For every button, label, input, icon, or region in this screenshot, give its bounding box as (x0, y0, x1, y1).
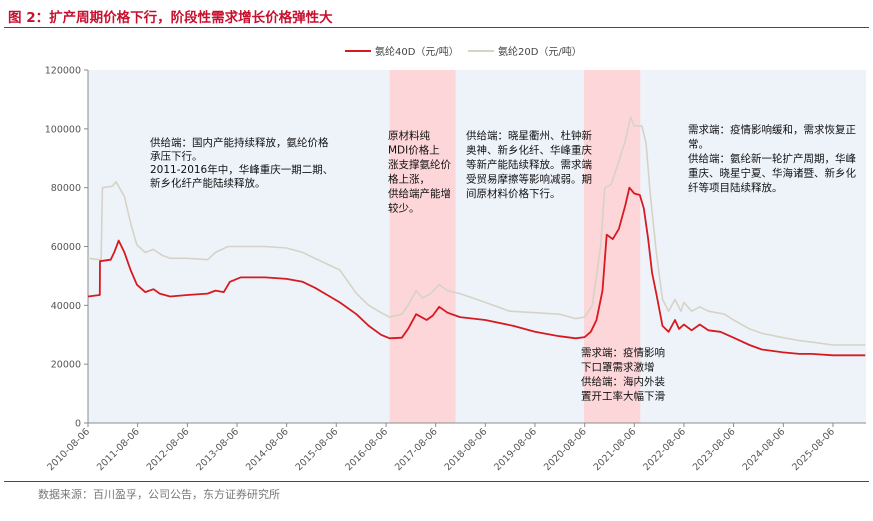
y-tick-label: 120000 (45, 66, 81, 77)
series-line-pa20d (87, 116, 866, 346)
x-tick-label: 2024-08-06 (741, 426, 788, 473)
annotation-p5-line: 纤等项目陆续释放。 (688, 181, 783, 194)
x-tick-label: 2014-08-06 (244, 426, 291, 473)
shaded-period-3 (455, 70, 585, 423)
x-tick-label: 2016-08-06 (343, 426, 390, 473)
y-tick-label: 0 (75, 419, 81, 430)
x-tick-label: 2021-08-06 (592, 426, 639, 473)
annotation-p5-line: 供给端：氨纶新一轮扩产周期，华峰 (688, 152, 856, 165)
x-tick-label: 2023-08-06 (691, 426, 738, 473)
annotation-p3-line: 等新产能陆续释放。需求端 (466, 158, 592, 171)
annotation-p2-line: 供给端产能增 (388, 187, 451, 200)
shaded-period-5 (640, 70, 866, 423)
legend-pa20d-label: 氨纶20D（元/吨） (498, 45, 582, 58)
x-tick-label: 2012-08-06 (145, 426, 192, 473)
annotation-p3-line: 间原材料价格下行。 (466, 187, 561, 200)
series-line-pa40d (87, 186, 866, 357)
x-tick-label: 2019-08-06 (492, 426, 539, 473)
y-tick-label: 40000 (51, 301, 81, 312)
annotation-p4-line: 供给端：海内外装 (581, 375, 665, 388)
x-tick-label: 2025-08-06 (790, 426, 837, 473)
y-tick-label: 80000 (51, 183, 81, 194)
annotation-p2-line: 涨支撑氨纶价 (388, 158, 451, 171)
x-tick-label: 2010-08-06 (45, 426, 92, 473)
annotation-p2-line: 格上涨， (388, 173, 430, 186)
annotation-p1-line: 新乡化纤产能陆续释放。 (150, 177, 266, 190)
shaded-period-4 (584, 70, 641, 423)
x-tick-label: 2015-08-06 (294, 426, 341, 473)
y-tick-label: 100000 (45, 124, 81, 135)
x-tick-label: 2020-08-06 (542, 426, 589, 473)
shaded-period-2 (389, 70, 456, 423)
figure-title: 图 2：扩产周期价格下行，阶段性需求增长价格弹性大 (8, 10, 333, 26)
y-tick-label: 60000 (51, 242, 81, 253)
x-tick-label: 2011-08-06 (95, 426, 142, 473)
annotation-p2-line: MDI价格上 (388, 144, 440, 157)
annotation-p3-line: 供给端：晓星衢州、杜钟新 (466, 129, 592, 142)
annotation-p4-line: 下口罩需求激增 (581, 361, 655, 374)
annotation-p2-line: 较少。 (388, 202, 420, 215)
annotation-p1-line: 供给端：国内产能持续释放，氨纶价格 (150, 136, 329, 149)
x-tick-label: 2017-08-06 (393, 426, 440, 473)
x-tick-label: 2013-08-06 (194, 426, 241, 473)
bottom-rule (4, 481, 869, 482)
annotation-p5-line: 需求端：疫情影响缓和，需求恢复正 (688, 123, 856, 136)
source-note: 数据来源：百川盈孚，公司公告，东方证券研究所 (38, 488, 280, 501)
annotation-p2-line: 原材料纯 (388, 129, 430, 142)
y-tick-label: 20000 (51, 360, 81, 371)
annotation-p1-line: 承压下行。 (150, 150, 203, 163)
annotation-p5-line: 常。 (688, 138, 709, 151)
legend-pa40d-label: 氨纶40D（元/吨） (375, 45, 459, 58)
annotation-p4-line: 需求端：疫情影响 (581, 346, 665, 359)
x-tick-label: 2018-08-06 (443, 426, 490, 473)
x-tick-label: 2022-08-06 (641, 426, 688, 473)
annotation-p3-line: 受贸易摩擦等影响减弱。期 (466, 173, 592, 186)
annotation-p1-line: 2011-2016年中，华峰重庆一期二期、 (150, 163, 333, 176)
annotation-p3-line: 奥神、新乡化纤、华峰重庆 (466, 144, 592, 157)
annotation-p5-line: 重庆、晓星宁夏、华海诸暨、新乡化 (688, 167, 856, 180)
title-rule (4, 27, 869, 28)
annotation-p4-line: 置开工率大幅下滑 (581, 390, 665, 403)
